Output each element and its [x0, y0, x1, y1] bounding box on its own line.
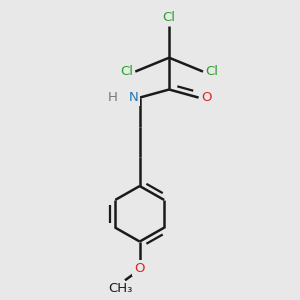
Text: N: N — [129, 91, 139, 104]
Text: Cl: Cl — [206, 65, 218, 78]
Text: Cl: Cl — [120, 65, 133, 78]
Text: O: O — [134, 262, 144, 275]
Text: O: O — [201, 91, 211, 104]
Text: CH₃: CH₃ — [108, 282, 133, 295]
Text: Cl: Cl — [163, 11, 176, 25]
Text: O: O — [134, 262, 145, 275]
Text: H: H — [108, 91, 118, 104]
